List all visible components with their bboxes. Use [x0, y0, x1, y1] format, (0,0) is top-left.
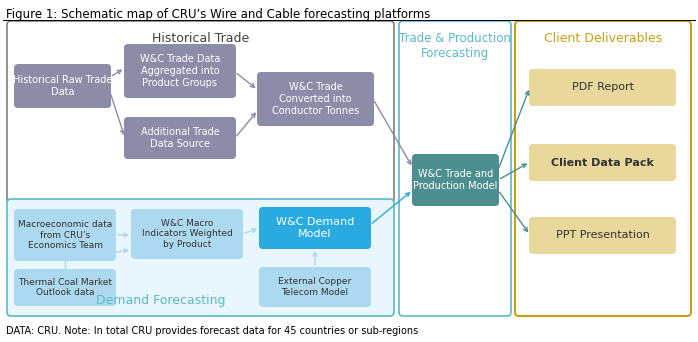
Text: Historical Trade: Historical Trade [152, 32, 249, 45]
FancyBboxPatch shape [529, 144, 676, 181]
Text: W&C Trade Data
Aggregated into
Product Groups: W&C Trade Data Aggregated into Product G… [140, 54, 220, 88]
Text: W&C Trade and
Production Model: W&C Trade and Production Model [413, 169, 498, 191]
FancyBboxPatch shape [515, 21, 691, 316]
FancyBboxPatch shape [412, 154, 499, 206]
FancyBboxPatch shape [259, 267, 371, 307]
Text: Additional Trade
Data Source: Additional Trade Data Source [140, 127, 219, 149]
Text: Figure 1: Schematic map of CRU’s Wire and Cable forecasting platforms: Figure 1: Schematic map of CRU’s Wire an… [6, 8, 431, 21]
FancyBboxPatch shape [399, 21, 511, 316]
Text: Trade & Production
Forecasting: Trade & Production Forecasting [399, 32, 511, 60]
FancyBboxPatch shape [124, 44, 236, 98]
FancyBboxPatch shape [7, 199, 394, 316]
FancyBboxPatch shape [257, 72, 374, 126]
Text: DATA: CRU. Note: In total CRU provides forecast data for 45 countries or sub-reg: DATA: CRU. Note: In total CRU provides f… [6, 326, 418, 336]
Text: Demand Forecasting: Demand Forecasting [96, 294, 225, 307]
FancyBboxPatch shape [124, 117, 236, 159]
FancyBboxPatch shape [14, 64, 111, 108]
Text: W&C Macro
Indicators Weighted
by Product: W&C Macro Indicators Weighted by Product [142, 219, 232, 249]
FancyBboxPatch shape [529, 217, 676, 254]
FancyBboxPatch shape [529, 69, 676, 106]
FancyBboxPatch shape [259, 207, 371, 249]
FancyBboxPatch shape [14, 269, 116, 306]
Text: Thermal Coal Market
Outlook data: Thermal Coal Market Outlook data [18, 278, 112, 297]
Text: Client Data Pack: Client Data Pack [551, 158, 654, 168]
Text: External Copper
Telecom Model: External Copper Telecom Model [279, 277, 352, 297]
Text: Client Deliverables: Client Deliverables [544, 32, 662, 45]
Text: W&C Trade
Converted into
Conductor Tonnes: W&C Trade Converted into Conductor Tonne… [272, 82, 359, 116]
Text: W&C Demand
Model: W&C Demand Model [276, 217, 354, 239]
FancyBboxPatch shape [14, 209, 116, 261]
FancyBboxPatch shape [131, 209, 243, 259]
FancyBboxPatch shape [7, 21, 394, 203]
Text: Historical Raw Trade
Data: Historical Raw Trade Data [13, 75, 112, 97]
Text: PPT Presentation: PPT Presentation [556, 231, 649, 240]
Text: Macroeconomic data
from CRU’s
Economics Team: Macroeconomic data from CRU’s Economics … [18, 220, 112, 250]
Text: PDF Report: PDF Report [572, 82, 634, 92]
